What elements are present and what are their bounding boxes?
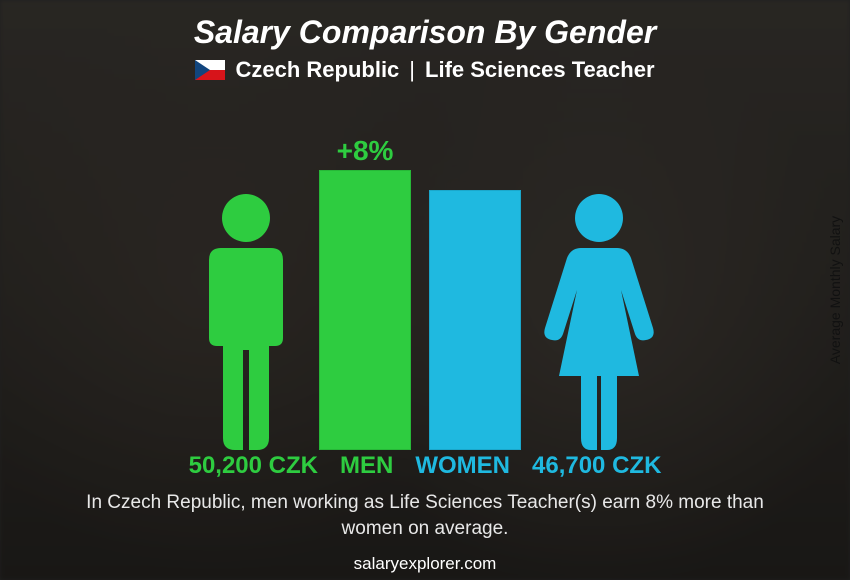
separator: |: [409, 57, 415, 83]
men-salary-value: 50,200 CZK: [189, 452, 318, 480]
women-salary-value: 46,700 CZK: [532, 452, 661, 480]
female-figure: [539, 190, 659, 450]
country-label: Czech Republic: [235, 57, 399, 83]
footer-url: salaryexplorer.com: [0, 554, 850, 574]
women-bar: [429, 190, 521, 450]
men-label: MEN: [340, 452, 393, 480]
men-bar: +8%: [319, 170, 411, 450]
yaxis-label-wrap: Average Monthly Salary: [820, 0, 850, 580]
labels-row: 50,200 CZK MEN WOMEN 46,700 CZK: [0, 452, 850, 480]
infographic-content: Salary Comparison By Gender Czech Republ…: [0, 0, 850, 580]
male-figure: [191, 190, 301, 450]
czech-flag-icon: [195, 60, 225, 80]
women-label: WOMEN: [415, 452, 510, 480]
summary-text: In Czech Republic, men working as Life S…: [70, 490, 780, 541]
chart-area: +8%: [0, 110, 850, 450]
woman-icon: [539, 190, 659, 450]
difference-label: +8%: [337, 135, 394, 167]
man-icon: [191, 190, 301, 450]
job-title-label: Life Sciences Teacher: [425, 57, 655, 83]
page-title: Salary Comparison By Gender: [0, 0, 850, 51]
subtitle-row: Czech Republic | Life Sciences Teacher: [0, 57, 850, 83]
yaxis-label: Average Monthly Salary: [827, 216, 843, 364]
